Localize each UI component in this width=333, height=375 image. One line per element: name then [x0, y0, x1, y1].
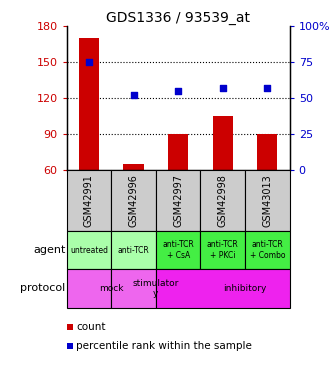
Bar: [156, 170, 200, 231]
Text: GSM42997: GSM42997: [173, 174, 183, 227]
Text: protocol: protocol: [20, 284, 66, 293]
Text: percentile rank within the sample: percentile rank within the sample: [76, 341, 252, 351]
Point: [265, 85, 270, 91]
Point: [220, 85, 225, 91]
Title: GDS1336 / 93539_at: GDS1336 / 93539_at: [106, 11, 250, 25]
Bar: [124, 164, 144, 170]
Bar: [168, 134, 188, 170]
Bar: [67, 170, 111, 231]
Point: [175, 88, 181, 94]
Text: anti-TCR
+ CsA: anti-TCR + CsA: [162, 240, 194, 260]
Text: untreated: untreated: [70, 246, 108, 255]
Bar: [79, 38, 99, 170]
Bar: [156, 269, 290, 308]
Bar: [67, 231, 111, 269]
Text: mock: mock: [99, 284, 124, 293]
Bar: [111, 231, 156, 269]
Bar: [111, 170, 156, 231]
Text: inhibitory: inhibitory: [223, 284, 267, 293]
Bar: [245, 231, 290, 269]
Bar: [67, 269, 111, 308]
Bar: [156, 231, 200, 269]
Text: count: count: [76, 322, 106, 332]
Point: [131, 92, 136, 98]
Bar: [200, 170, 245, 231]
Bar: [111, 269, 156, 308]
Bar: [213, 116, 233, 170]
Text: GSM42991: GSM42991: [84, 174, 94, 227]
Text: GSM42998: GSM42998: [218, 174, 228, 227]
Text: agent: agent: [33, 245, 66, 255]
Text: GSM42996: GSM42996: [129, 174, 139, 227]
Bar: [245, 170, 290, 231]
Bar: [200, 231, 245, 269]
Bar: [257, 134, 277, 170]
Point: [86, 59, 92, 65]
Text: anti-TCR: anti-TCR: [118, 246, 150, 255]
Text: anti-TCR
+ Combo: anti-TCR + Combo: [250, 240, 285, 260]
Text: stimulator
y: stimulator y: [133, 279, 179, 298]
Text: GSM43013: GSM43013: [262, 174, 272, 227]
Text: anti-TCR
+ PKCi: anti-TCR + PKCi: [207, 240, 239, 260]
